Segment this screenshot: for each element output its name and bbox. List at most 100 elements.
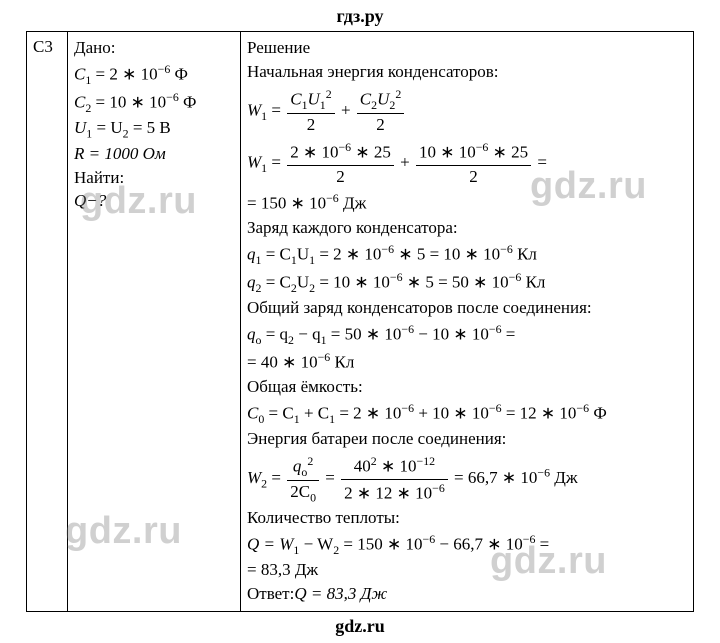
v: 2 ∗ 10	[290, 143, 338, 162]
var: W	[247, 100, 261, 119]
var: C	[74, 65, 85, 84]
exp: −6	[166, 90, 179, 104]
v: = C	[261, 245, 290, 264]
den: 2	[287, 166, 394, 189]
p: −6	[390, 270, 403, 284]
v: = 10 ∗ 10	[315, 273, 390, 292]
eq: =	[267, 468, 285, 487]
exp: −6	[158, 62, 171, 76]
p: −6	[401, 322, 414, 336]
v: U	[308, 90, 320, 109]
p: −6	[338, 140, 351, 154]
p: −6	[489, 401, 502, 415]
p: −6	[500, 242, 513, 256]
p: −6	[326, 191, 339, 205]
v: C	[290, 90, 301, 109]
footer-brand: gdz.ru	[0, 612, 720, 643]
v: − 66,7 ∗ 10	[435, 535, 523, 554]
den: 2	[287, 114, 334, 137]
v: 2C	[290, 482, 310, 501]
p: −6	[576, 401, 589, 415]
Q-res: = 83,3 Дж	[247, 559, 687, 582]
v: Q = W	[247, 535, 293, 554]
u: Кл	[330, 353, 354, 372]
v: =	[535, 535, 549, 554]
v: ∗ 5 = 10 ∗ 10	[394, 245, 500, 264]
v: + 10 ∗ 10	[414, 403, 489, 422]
var: U	[74, 118, 86, 137]
v: ∗ 10	[377, 457, 417, 476]
var: W	[247, 153, 261, 172]
v: 40	[354, 457, 371, 476]
v: = 150 ∗ 10	[339, 535, 422, 554]
v: 10 ∗ 10	[419, 143, 476, 162]
den: 2	[416, 166, 531, 189]
v: W	[247, 468, 261, 487]
v: = 2 ∗ 10	[315, 245, 381, 264]
w2: W2 = qо2 2C0 = 402 ∗ 10−12 2 ∗ 12 ∗ 10−6…	[247, 453, 687, 506]
eq: =	[325, 468, 339, 487]
v: C	[247, 403, 258, 422]
v: ∗ 25	[351, 143, 391, 162]
p: −6	[523, 532, 536, 546]
answer-label: Ответ:	[247, 584, 294, 603]
s1: Начальная энергия конденсаторов:	[247, 61, 687, 84]
v: = 40 ∗ 10	[247, 353, 318, 372]
problem-label: С3	[33, 37, 53, 56]
given-c1: C1 = 2 ∗ 10−6 Ф	[74, 61, 234, 88]
s2: Заряд каждого конденсатора:	[247, 217, 687, 240]
answer-val: Q = 83,3 Дж	[294, 584, 387, 603]
frac: 402 ∗ 10−12 2 ∗ 12 ∗ 10−6	[341, 453, 448, 505]
answer: Ответ:Q = 83,3 Дж	[247, 583, 687, 606]
u: Ф	[589, 403, 607, 422]
solution-table: С3 Дано: C1 = 2 ∗ 10−6 Ф C2 = 10 ∗ 10−6 …	[26, 31, 694, 612]
plus: +	[400, 153, 414, 172]
p: 2	[395, 87, 401, 101]
frac: 2 ∗ 10−6 ∗ 25 2	[287, 139, 394, 189]
v: = 150 ∗ 10	[247, 194, 326, 213]
p: −6	[537, 465, 550, 479]
solution-cell: Решение Начальная энергия конденсаторов:…	[241, 32, 694, 612]
q1: q1 = C1U1 = 2 ∗ 10−6 ∗ 5 = 10 ∗ 10−6 Кл	[247, 241, 687, 268]
p: −6	[423, 532, 436, 546]
p: −6	[509, 270, 522, 284]
p: −6	[476, 140, 489, 154]
s3: Общий заряд конденсаторов после соединен…	[247, 297, 687, 320]
u: Дж	[550, 468, 578, 487]
den: 2	[357, 114, 404, 137]
v: ∗ 25	[488, 143, 528, 162]
w1-num: W1 = 2 ∗ 10−6 ∗ 25 2 + 10 ∗ 10−6 ∗ 25 2 …	[247, 139, 687, 189]
s6: Количество теплоты:	[247, 507, 687, 530]
v: U	[377, 90, 389, 109]
v: = 2 ∗ 10	[335, 403, 401, 422]
v: q	[247, 273, 256, 292]
p: −6	[318, 350, 331, 364]
eq: =	[267, 153, 285, 172]
v: = q	[261, 325, 288, 344]
find-title: Найти:	[74, 167, 234, 190]
v: U	[297, 245, 309, 264]
v: = C	[264, 403, 293, 422]
Q: Q = W1 − W2 = 150 ∗ 10−6 − 66,7 ∗ 10−6 =	[247, 531, 687, 558]
unit: Ф	[170, 65, 188, 84]
solution-title: Решение	[247, 37, 687, 60]
p: 2	[326, 87, 332, 101]
p: −6	[401, 401, 414, 415]
plus: +	[341, 100, 355, 119]
v: − 10 ∗ 10	[414, 325, 489, 344]
var: C	[74, 93, 85, 112]
find-var: Q−?	[74, 190, 234, 213]
q2: q2 = C2U2 = 10 ∗ 10−6 ∗ 5 = 50 ∗ 10−6 Кл	[247, 269, 687, 296]
p: −6	[432, 481, 445, 495]
val: = 2 ∗ 10	[91, 65, 157, 84]
w1-sym: W1 = C1U12 2 + C2U22 2	[247, 86, 687, 137]
given-u: U1 = U2 = 5 В	[74, 117, 234, 141]
frac: C1U12 2	[287, 86, 334, 137]
frac: qо2 2C0	[287, 453, 319, 506]
v: = 66,7 ∗ 10	[454, 468, 537, 487]
v: − W	[299, 535, 333, 554]
s4: Общая ёмкость:	[247, 376, 687, 399]
v: = C	[261, 273, 290, 292]
v: =	[502, 325, 516, 344]
s: 0	[310, 490, 316, 504]
